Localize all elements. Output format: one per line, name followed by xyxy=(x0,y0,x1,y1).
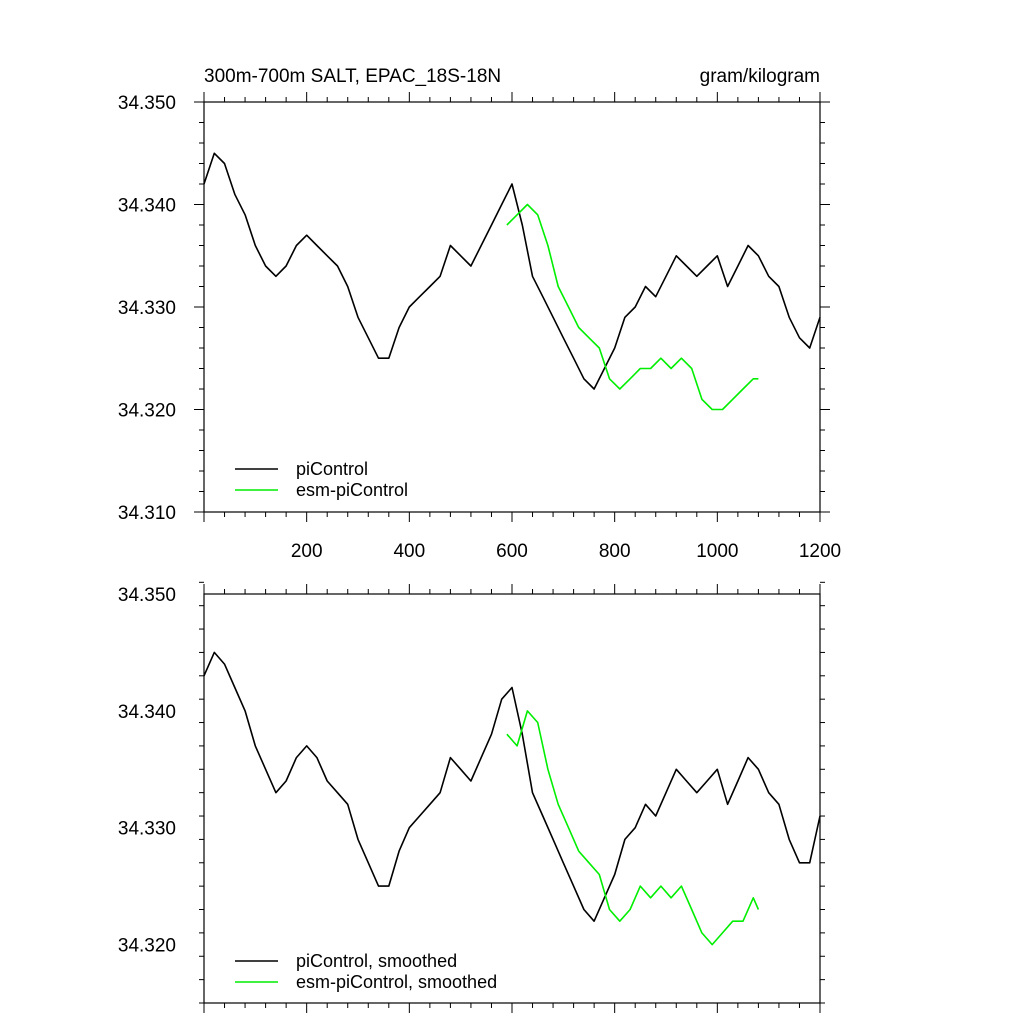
units-label: gram/kilogram xyxy=(700,66,820,87)
y-tick-label: 34.340 xyxy=(118,702,176,723)
series-line-0 xyxy=(203,651,821,923)
legend-label-0: piControl xyxy=(296,459,368,479)
y-tick-label: 34.330 xyxy=(118,298,176,319)
legend-label-1: esm-piControl, smoothed xyxy=(296,972,497,992)
legend-label-1: esm-piControl xyxy=(296,480,408,500)
chart-title: 300m-700m SALT, EPAC_18S-18N xyxy=(204,66,501,87)
y-tick-label: 34.320 xyxy=(118,401,176,422)
y-tick-label: 34.320 xyxy=(118,936,176,957)
y-tick-label: 34.350 xyxy=(118,93,176,114)
plot-frame xyxy=(203,101,821,513)
x-tick-label: 600 xyxy=(496,541,528,562)
series-line-1 xyxy=(506,710,760,946)
top-panel: 34.310 34.320 34.330 34.340 34.350 200 400 600 8… xyxy=(118,92,841,562)
x-tick-label: 400 xyxy=(393,541,425,562)
series-line-0 xyxy=(203,152,821,390)
y-tick-label: 34.340 xyxy=(118,196,176,217)
x-tick-label: 1200 xyxy=(799,541,841,562)
series-line-1 xyxy=(506,203,759,411)
x-tick-label: 200 xyxy=(291,541,323,562)
x-tick-label: 1000 xyxy=(696,541,738,562)
bottom-panel: 34.320 34.330 34.340 34.350 piControl, smoot… xyxy=(118,581,825,1013)
y-tick-label: 34.350 xyxy=(118,585,176,606)
legend-label-0: piControl, smoothed xyxy=(296,951,457,971)
y-tick-label: 34.310 xyxy=(118,503,176,524)
plot-frame xyxy=(203,593,821,1004)
y-tick-label: 34.330 xyxy=(118,819,176,840)
x-tick-label: 800 xyxy=(599,541,631,562)
